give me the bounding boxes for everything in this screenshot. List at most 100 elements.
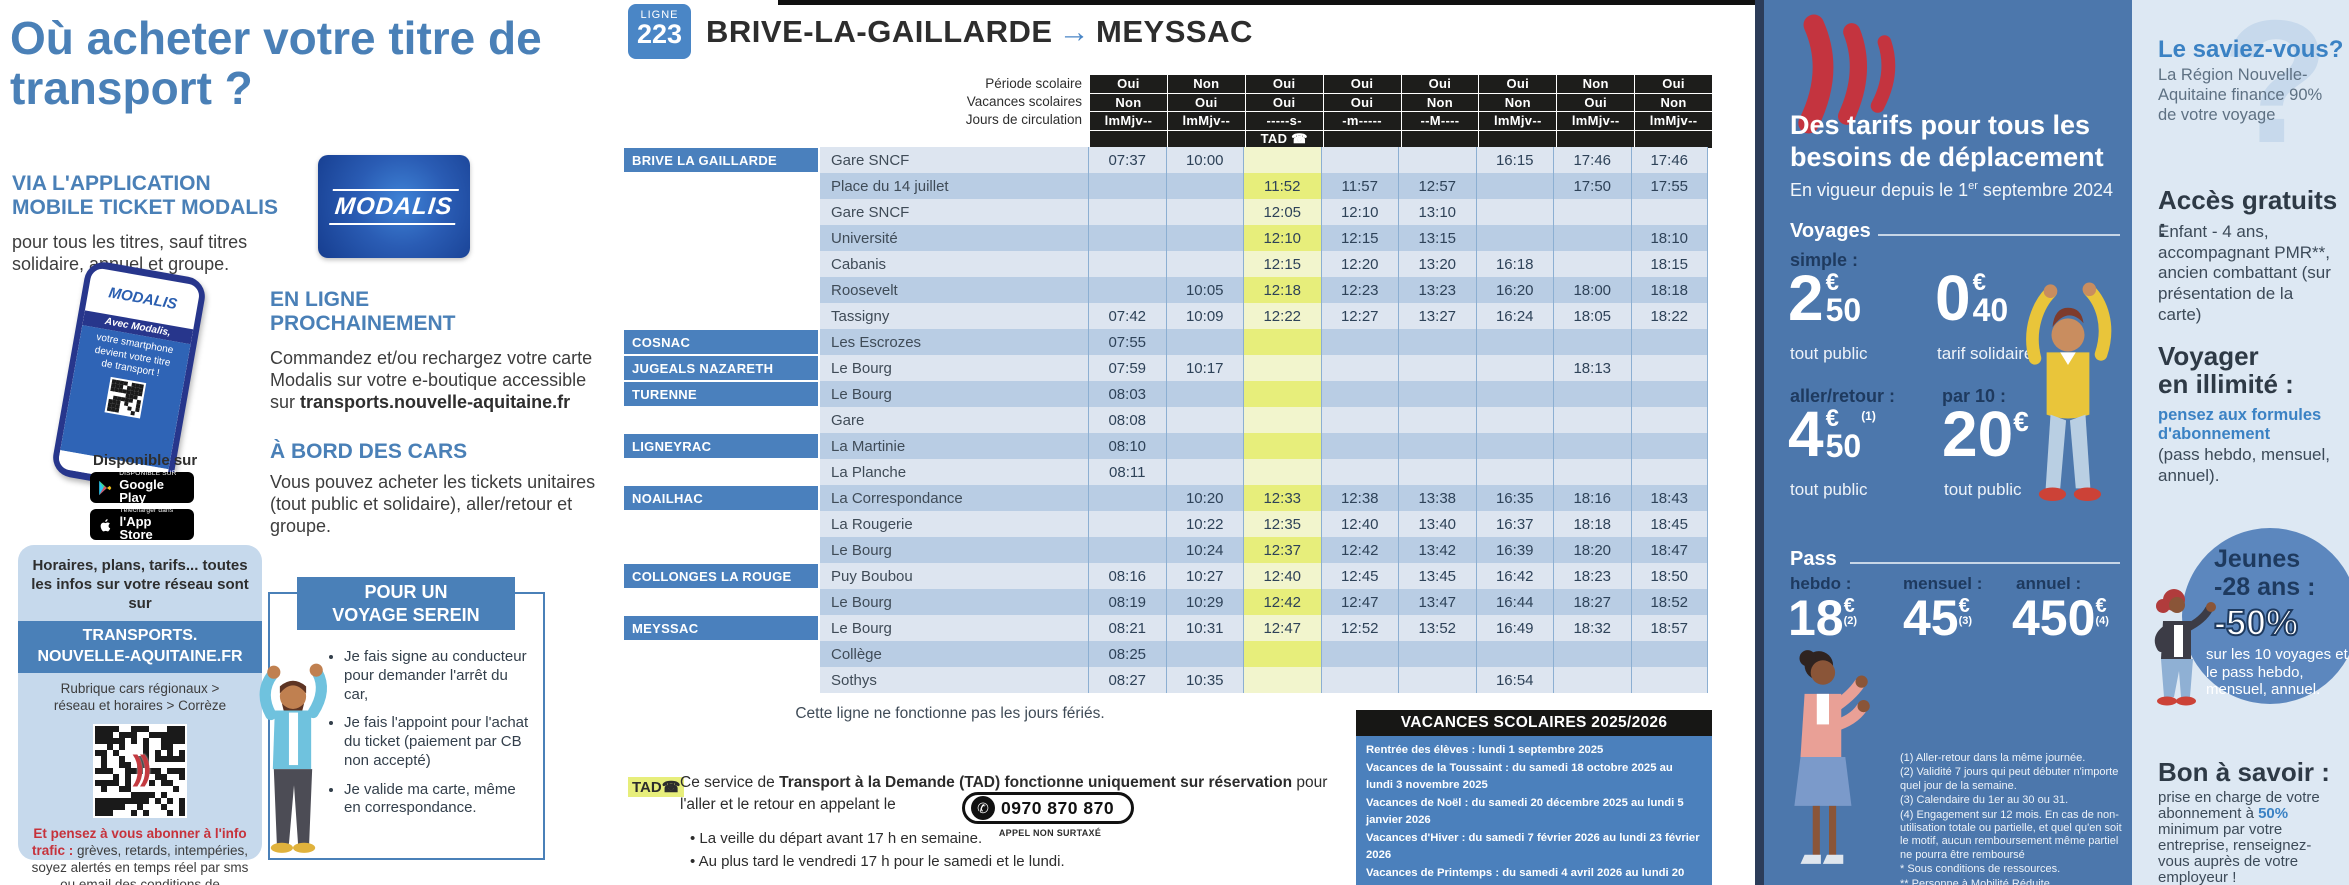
time-cell [1398, 433, 1476, 459]
stop-name: Gare [820, 407, 1088, 433]
voyage-serein-heading: POUR UN VOYAGE SEREIN [297, 577, 515, 630]
timetable-row: La Rougerie 10:22 12:35 12:40 13:40 16:37 18:1… [622, 511, 1712, 537]
timetable-header-cell: lmMjv-- [1479, 112, 1557, 130]
tarif-footnote: (3) Calendaire du 1er au 30 ou 31. [1900, 794, 2069, 807]
time-cell [1165, 173, 1243, 199]
aller-retour-label: aller/retour : [1790, 386, 1896, 406]
info-trafic-alert: Et pensez à vous abonner à l'info trafic… [18, 818, 262, 885]
cheering-man-illustration [2026, 282, 2112, 502]
google-play-icon [99, 480, 112, 495]
time-cell: 13:38 [1398, 485, 1476, 511]
time-cell: 12:37 [1243, 537, 1321, 563]
time-cell [1088, 485, 1166, 511]
stop-name: Le Bourg [820, 537, 1088, 563]
timetable-header-cell: Oui [1401, 75, 1479, 93]
pass-section-label: Pass [1790, 548, 1837, 570]
time-cell [1398, 459, 1476, 485]
website-path: Rubrique cars régionaux > réseau et hora… [18, 680, 262, 715]
timetable-row: NOAILHAC La Correspondance 10:20 12:33 12:38… [622, 485, 1712, 511]
time-cell: 12:15 [1320, 225, 1398, 251]
time-cell: 12:40 [1243, 563, 1321, 589]
time-cell: 13:15 [1398, 225, 1476, 251]
time-cell: 18:15 [1630, 251, 1708, 277]
time-cell: 10:09 [1165, 303, 1243, 329]
time-cell: 12:05 [1243, 199, 1321, 225]
section-heading-online: EN LIGNE PROCHAINEMENT [270, 288, 456, 336]
website-banner: TRANSPORTS. NOUVELLE-AQUITAINE.FR [18, 621, 262, 673]
time-cell: 16:24 [1475, 303, 1553, 329]
tad-bullet-list: La veille du départ avant 17 h en semain… [690, 828, 1250, 873]
website-line: NOUVELLE-AQUITAINE.FR [37, 648, 243, 666]
time-cell [1243, 433, 1321, 459]
bon-a-savoir-title: Bon à savoir : [2158, 757, 2330, 787]
time-cell: 10:20 [1165, 485, 1243, 511]
path-line: Rubrique cars régionaux > [60, 680, 220, 696]
timetable-header-cell: --M---- [1401, 112, 1479, 130]
time-cell: 13:40 [1398, 511, 1476, 537]
saviez-vous-title: Le saviez-vous? [2158, 36, 2344, 63]
serein-bullet: Je fais signe au conducteur pour demande… [344, 648, 535, 704]
time-cell [1320, 641, 1398, 667]
pass-hebdo-price: 18 € (2) [1788, 590, 1858, 646]
time-cell [1320, 355, 1398, 381]
bon-a-savoir-body: prise en charge de votre abonnement à 50… [2158, 789, 2340, 885]
tarif-footnote: (4) Engagement sur 12 mois. En cas de no… [1900, 808, 2122, 861]
time-cell: 12:57 [1398, 173, 1476, 199]
phone-number-pill: ✆ 0970 870 870 [962, 792, 1134, 824]
stop-name: Le Bourg [820, 381, 1088, 407]
commune-cell [622, 407, 820, 433]
time-cell: 18:45 [1630, 511, 1708, 537]
title-line: -28 ans : [2214, 572, 2316, 601]
online-section-body: Commandez et/ou rechargez votre carte Mo… [270, 348, 605, 414]
price-footref: (2) [1843, 615, 1858, 627]
timetable-row: Place du 14 juillet 11:52 11:57 12:57 17:50 1… [622, 173, 1712, 199]
timetable-header-cell: Oui [1557, 93, 1635, 111]
timetable-header-label: Période scolaire [985, 76, 1082, 91]
time-cell: 08:10 [1088, 433, 1166, 459]
stop-name: La Martinie [820, 433, 1088, 459]
time-cell [1165, 381, 1243, 407]
time-cell: 17:50 [1553, 173, 1631, 199]
holiday-line: Vacances d'Hiver : du samedi 7 février 2… [1366, 831, 1700, 862]
line-number: 223 [636, 19, 683, 49]
time-cell [1088, 511, 1166, 537]
time-cell [1088, 251, 1166, 277]
time-cell: 16:39 [1475, 537, 1553, 563]
time-cell: 10:17 [1165, 355, 1243, 381]
commune-label: MEYSSAC [624, 616, 818, 640]
time-cell: 12:42 [1243, 589, 1321, 615]
serein-bullet: Je fais l'appoint pour l'achat du ticket… [344, 714, 535, 770]
time-cell: 17:46 [1630, 147, 1708, 173]
timetable-row: COLLONGES LA ROUGE Puy Boubou 08:16 10:27 12… [622, 563, 1712, 589]
school-holidays-box: VACANCES SCOLAIRES 2025/2026 Rentrée des… [1356, 710, 1712, 885]
subtitle-text: septembre 2024 [1977, 180, 2113, 200]
jeunes-bubble [2182, 528, 2349, 704]
voyage-serein-list: Je fais signe au conducteur pour demande… [330, 648, 535, 828]
timetable-header-grid: Oui Non Oui Oui Oui Oui Non Oui Non Oui Oui Oui Non N… [1090, 75, 1712, 148]
heading-line: POUR UN [364, 582, 448, 602]
commune-cell: BRIVE LA GAILLARDE [622, 147, 820, 173]
time-cell [1630, 407, 1708, 433]
commune-cell: COLLONGES LA ROUGE [622, 563, 820, 589]
tad-text-bold: Transport à la Demande (TAD) fonctionne … [779, 774, 1293, 791]
commune-label: TURENNE [624, 382, 818, 406]
time-cell [1088, 199, 1166, 225]
time-cell: 13:42 [1398, 537, 1476, 563]
time-cell [1553, 225, 1631, 251]
badge-main-text: l'App Store [119, 514, 153, 543]
time-cell: 10:31 [1165, 615, 1243, 641]
time-cell [1243, 329, 1321, 355]
time-cell: 13:45 [1398, 563, 1476, 589]
commune-cell: COSNAC [622, 329, 820, 355]
price-int: 18 [1788, 590, 1844, 646]
onboard-section-body: Vous pouvez acheter les tickets unitaire… [270, 472, 596, 536]
time-cell [1553, 433, 1631, 459]
badge-small-text: DISPONIBLE SUR [119, 469, 177, 477]
time-cell: 12:22 [1243, 303, 1321, 329]
route-arrow-icon: → [1058, 14, 1091, 49]
time-cell [1630, 329, 1708, 355]
timetable-header-cell: lmMjv-- [1090, 112, 1167, 130]
commune-label: NOAILHAC [624, 486, 818, 510]
pass-mensuel-label: mensuel : [1903, 574, 1983, 593]
time-cell: 12:23 [1320, 277, 1398, 303]
